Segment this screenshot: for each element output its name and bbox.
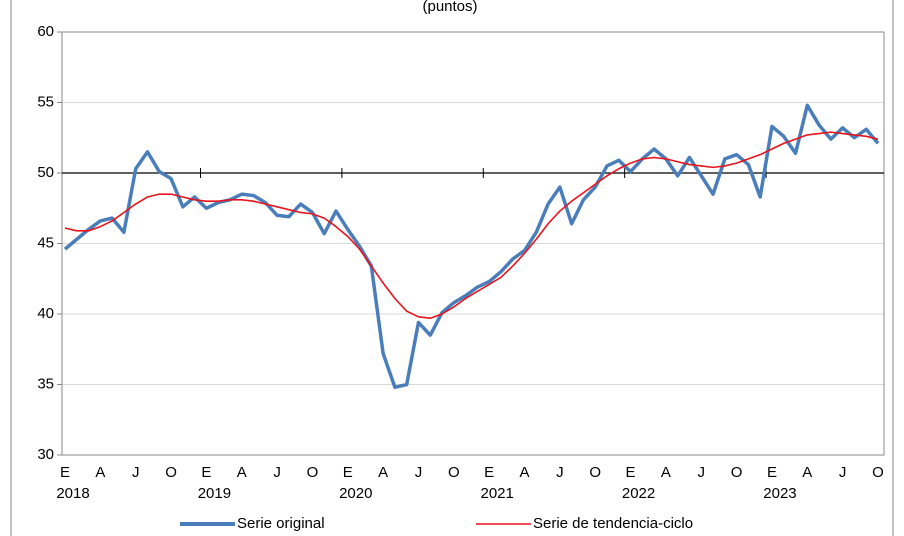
x-tick-label: A (661, 464, 671, 481)
y-tick-label: 60 (37, 23, 54, 40)
x-tick-label: E (60, 464, 70, 481)
x-tick-label: A (802, 464, 812, 481)
x-tick-label: A (237, 464, 247, 481)
year-label: 2022 (622, 485, 655, 502)
y-tick-label: 45 (37, 234, 54, 251)
y-tick-label: 35 (37, 375, 54, 392)
plot-frame (61, 31, 885, 456)
x-tick-label: O (872, 464, 884, 481)
x-tick-label: O (448, 464, 460, 481)
legend-label: Serie original (237, 515, 325, 532)
x-tick-label: E (484, 464, 494, 481)
x-tick-label: E (343, 464, 353, 481)
y-tick-label: 55 (37, 93, 54, 110)
x-tick-label: O (589, 464, 601, 481)
x-tick-label: A (95, 464, 105, 481)
series-line (63, 103, 880, 390)
x-tick-label: O (165, 464, 177, 481)
x-tick-label: O (307, 464, 319, 481)
chart-frame (10, 0, 894, 536)
year-label: 2019 (198, 485, 231, 502)
x-tick-label: E (767, 464, 777, 481)
x-tick-label: A (520, 464, 530, 481)
x-tick-label: J (132, 464, 140, 481)
year-label: 2020 (339, 485, 372, 502)
x-tick-label: J (415, 464, 423, 481)
y-tick-label: 30 (37, 446, 54, 463)
chart-subtitle: (puntos) (422, 0, 477, 15)
x-tick-label: J (273, 464, 281, 481)
x-tick-label: O (731, 464, 743, 481)
y-tick-label: 40 (37, 305, 54, 322)
year-label: 2023 (763, 485, 796, 502)
x-tick-label: E (626, 464, 636, 481)
x-tick-label: J (839, 464, 847, 481)
year-label: 2018 (56, 485, 89, 502)
year-label: 2021 (480, 485, 513, 502)
x-tick-label: J (556, 464, 564, 481)
x-tick-label: E (201, 464, 211, 481)
x-tick-label: A (378, 464, 388, 481)
y-tick-label: 50 (37, 164, 54, 181)
x-tick-label: J (698, 464, 706, 481)
legend-label: Serie de tendencia-ciclo (533, 515, 693, 532)
series-line (64, 131, 879, 320)
